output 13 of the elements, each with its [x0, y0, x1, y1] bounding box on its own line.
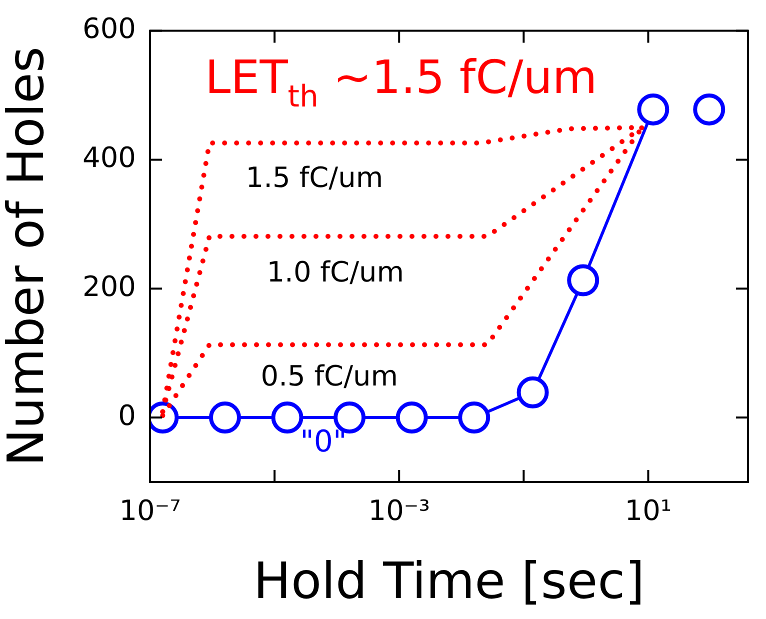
y-tick-label: 0	[118, 398, 136, 432]
annotation: 0.5 fC/um	[260, 360, 398, 393]
x-tick-label: 10⁻³	[368, 494, 430, 528]
y-tick-label: 600	[82, 12, 136, 46]
x-tick-label: 10¹	[624, 494, 672, 528]
y-tick-label: 400	[82, 140, 136, 174]
y-axis-title: Number of Holes	[0, 46, 55, 466]
annotation: 1.5 fC/um	[246, 160, 384, 194]
x-axis-title: Hold Time [sec]	[253, 552, 645, 610]
y-tick-label: 200	[82, 270, 136, 303]
annotation: "0"	[300, 424, 347, 460]
x-tick-label: 10⁻⁷	[119, 494, 181, 528]
annotation: 1.0 fC/um	[266, 256, 404, 289]
